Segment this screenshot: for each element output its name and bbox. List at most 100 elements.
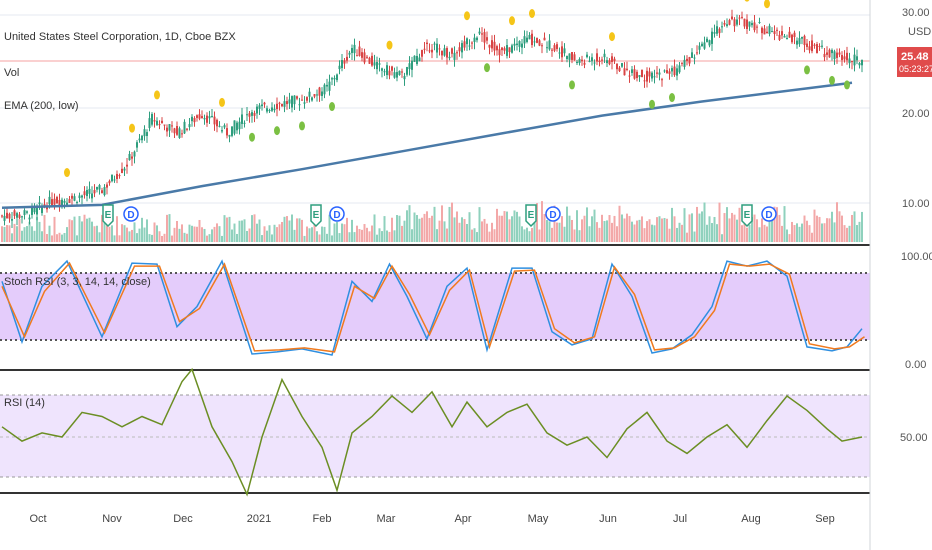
signal-dot <box>829 75 835 85</box>
volume-bar <box>581 219 583 242</box>
volume-bar <box>68 219 71 242</box>
candle-body <box>523 36 526 44</box>
dividend-marker[interactable]: D <box>329 206 345 222</box>
candle-body <box>851 61 853 63</box>
volume-bar <box>13 223 16 242</box>
candle-body <box>311 97 313 101</box>
candle-body <box>298 104 301 106</box>
candle-body <box>636 71 638 79</box>
dividend-marker[interactable]: D <box>545 206 561 222</box>
volume-bar <box>186 233 188 242</box>
earnings-marker[interactable]: E <box>102 204 114 228</box>
volume-bar <box>298 218 301 242</box>
candle-body <box>393 72 396 78</box>
volume-bar <box>166 214 168 242</box>
candle-body <box>143 129 146 137</box>
volume-bar <box>236 233 238 242</box>
candle-body <box>728 20 731 25</box>
dividend-marker-label: D <box>127 210 134 221</box>
volume-bar <box>508 219 511 242</box>
volume-bar <box>848 225 851 242</box>
candle-body <box>268 110 271 112</box>
candle-body <box>603 53 606 58</box>
candle-body <box>411 60 413 70</box>
volume-bar <box>606 220 608 242</box>
candle-body <box>768 25 771 34</box>
volume-bar <box>446 228 448 242</box>
signal-dot <box>464 11 470 21</box>
candle-body <box>313 94 316 97</box>
candle-body <box>291 96 293 108</box>
candle-body <box>378 63 381 65</box>
candle-body <box>361 52 363 58</box>
volume-bar <box>858 221 861 242</box>
volume-bar <box>561 216 563 242</box>
time-axis-label: Dec <box>173 513 193 525</box>
volume-bar <box>778 214 781 242</box>
currency-label: USD <box>908 26 931 38</box>
volume-bar <box>806 220 808 242</box>
candle-body <box>6 212 8 219</box>
volume-bar <box>436 229 438 242</box>
volume-bar <box>156 225 158 242</box>
volume-bar <box>831 211 833 242</box>
candle-body <box>713 32 716 34</box>
candle-body <box>631 69 633 73</box>
price-axis[interactable]: 30.00 USD 20.00 10.00 25.48 05:23:27 100… <box>897 7 932 444</box>
candle-body <box>396 72 398 78</box>
volume-bar <box>683 208 686 242</box>
earnings-marker[interactable]: E <box>525 204 537 228</box>
volume-bar <box>126 227 128 242</box>
volume-bar <box>133 222 136 242</box>
candle-body <box>336 74 338 81</box>
candle-body <box>88 188 91 194</box>
volume-bar <box>438 220 441 242</box>
time-axis[interactable]: Oct Nov Dec 2021 Feb Mar Apr May Jun Jul Aug Sep <box>29 513 834 525</box>
volume-bar <box>503 211 506 242</box>
candle-body <box>243 122 246 124</box>
volume-bar <box>596 222 598 242</box>
volume-bar <box>618 205 621 242</box>
earnings-marker[interactable]: E <box>310 204 322 228</box>
candle-body <box>158 124 161 126</box>
volume-bar <box>326 233 328 242</box>
volume-bar <box>638 219 641 242</box>
volume-bar <box>478 207 481 242</box>
dividend-marker-label: D <box>549 210 556 221</box>
candle-body <box>433 43 436 45</box>
signal-dot <box>509 16 515 26</box>
candle-body <box>438 48 441 50</box>
candle-body <box>456 52 458 54</box>
candle-body <box>836 52 838 58</box>
volume-bar <box>756 219 758 242</box>
volume-bar <box>323 226 326 242</box>
candle-body <box>288 99 291 104</box>
volume-bar <box>191 225 193 242</box>
dividend-marker[interactable]: D <box>761 206 777 222</box>
candle-body <box>263 102 266 105</box>
volume-bar <box>328 214 331 242</box>
volume-bar <box>718 202 721 242</box>
signal-dot <box>129 123 135 133</box>
volume-bar <box>453 217 456 242</box>
signal-dot <box>249 132 255 142</box>
earnings-marker[interactable]: E <box>741 204 753 228</box>
candle-body <box>203 118 206 120</box>
dividend-marker[interactable]: D <box>123 206 139 222</box>
volume-bar <box>283 216 286 242</box>
volume-bar <box>106 222 108 242</box>
candle-body <box>436 43 438 53</box>
candle-body <box>221 130 223 132</box>
volume-bar <box>233 223 236 242</box>
signal-dot <box>744 0 750 2</box>
candle-body <box>726 24 728 26</box>
candle-body <box>793 32 796 37</box>
signal-dot <box>569 80 575 90</box>
volume-bar <box>356 225 358 242</box>
volume-bar <box>53 216 56 242</box>
volume-bar <box>128 231 131 242</box>
volume-bar <box>213 226 216 242</box>
volume-bar <box>496 208 498 242</box>
candle-body <box>266 108 268 112</box>
